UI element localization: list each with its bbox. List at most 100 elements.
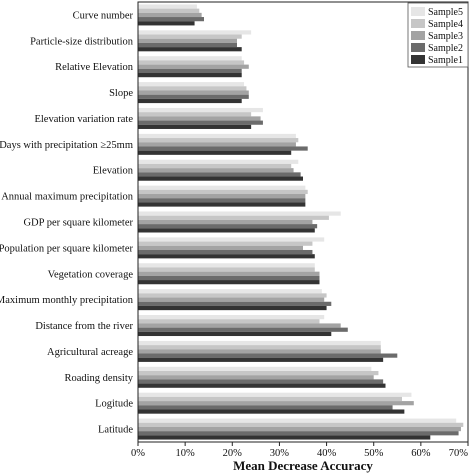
bar-3-9 [138,219,313,225]
bar-1-14 [138,340,381,346]
bar-5-3 [138,73,242,78]
bar-3-15 [138,375,374,380]
x-tick-label: 30% [270,448,290,459]
bar-1-17 [138,418,457,423]
bar-3-13 [138,323,341,328]
bar-5-15 [138,383,386,388]
bar-2-14 [138,345,381,350]
legend-label: Sample1 [428,55,463,66]
bar-3-4 [138,90,249,95]
x-tick-label: 0% [131,448,145,459]
bar-1-13 [138,315,325,320]
bar-2-6 [138,138,299,143]
category-label: Elevation variation rate [34,114,133,125]
bar-4-3 [138,68,242,74]
bar-4-2 [138,42,237,48]
bar-1-12 [138,289,322,294]
bar-4-5 [138,120,263,125]
bar-1-8 [138,185,306,190]
category-label: Slope [109,88,133,99]
bar-2-15 [138,370,379,376]
bar-4-11 [138,275,320,281]
bar-4-17 [138,431,459,436]
category-label: Population per square kilometer [0,243,133,254]
legend-label: Sample2 [428,43,463,54]
bar-5-16 [138,409,405,414]
bar-2-7 [138,163,292,169]
bar-1-5 [138,107,263,113]
bar-4-4 [138,94,249,99]
bar-1-3 [138,56,242,61]
bar-3-10 [138,245,303,250]
x-tick-label: 50% [364,448,384,459]
bar-1-10 [138,237,325,242]
bar-2-1 [138,8,200,13]
bar-2-12 [138,293,327,298]
x-tick-label: 60% [411,448,431,459]
x-tick-label: 20% [223,448,243,459]
category-label: Maximum monthly precipitation [0,295,134,306]
bar-4-13 [138,327,348,332]
bar-5-5 [138,124,252,129]
bar-4-10 [138,249,313,255]
category-labels: Curve number Particle-size distribution Re… [0,10,134,435]
bar-5-11 [138,280,320,285]
category-label: Elevation [93,166,134,177]
legend-swatch [411,43,425,52]
bar-2-3 [138,60,245,65]
legend-swatch [411,31,425,40]
category-label: Annual maximum precipitation [1,192,134,203]
x-tick-label: 10% [176,448,196,459]
bar-2-4 [138,86,247,91]
bar-1-4 [138,82,245,87]
legend-label: Sample4 [428,19,463,30]
bar-2-16 [138,396,402,402]
bar-2-5 [138,112,252,117]
legend-label: Sample5 [428,7,463,18]
bar-5-6 [138,150,292,155]
bar-4-7 [138,172,301,177]
bar-5-2 [138,47,242,52]
x-tick-label: 70% [449,448,469,459]
bar-3-7 [138,168,294,173]
bar-5-10 [138,254,315,259]
bar-5-14 [138,357,384,362]
bar-5-7 [138,176,303,181]
bar-4-1 [138,17,204,22]
bar-5-1 [138,21,195,26]
bar-2-2 [138,34,242,39]
category-label: Vegetation coverage [48,269,134,280]
plot-frame [137,1,469,443]
x-axis: 0% 10% 20% 30% 40% 50% 60% 70% [131,442,469,459]
bars-group [138,4,464,440]
x-axis-title: Mean Decrease Accuracy [233,458,373,473]
category-label: Logitude [95,399,133,410]
bar-3-3 [138,64,249,69]
bar-2-10 [138,241,313,246]
bar-1-2 [138,30,252,35]
legend-swatch [411,19,425,28]
bar-3-16 [138,401,414,406]
bar-3-1 [138,12,202,18]
bar-1-15 [138,366,372,371]
bar-5-12 [138,305,327,311]
category-label: Latitude [98,425,133,436]
bar-3-2 [138,38,237,43]
bar-5-17 [138,435,431,440]
bar-2-8 [138,189,308,195]
bar-3-12 [138,297,325,302]
bar-4-15 [138,379,384,384]
bar-3-17 [138,426,461,432]
bar-3-11 [138,271,320,276]
bar-2-11 [138,267,315,272]
category-label: Particle-size distribution [30,36,134,47]
category-label: Roading density [64,373,133,384]
category-label: Agricultural acreage [47,347,133,358]
bar-5-13 [138,331,332,337]
bar-1-9 [138,211,341,216]
category-label: Curve number [73,10,134,21]
bar-5-8 [138,202,306,207]
bar-5-9 [138,228,315,233]
